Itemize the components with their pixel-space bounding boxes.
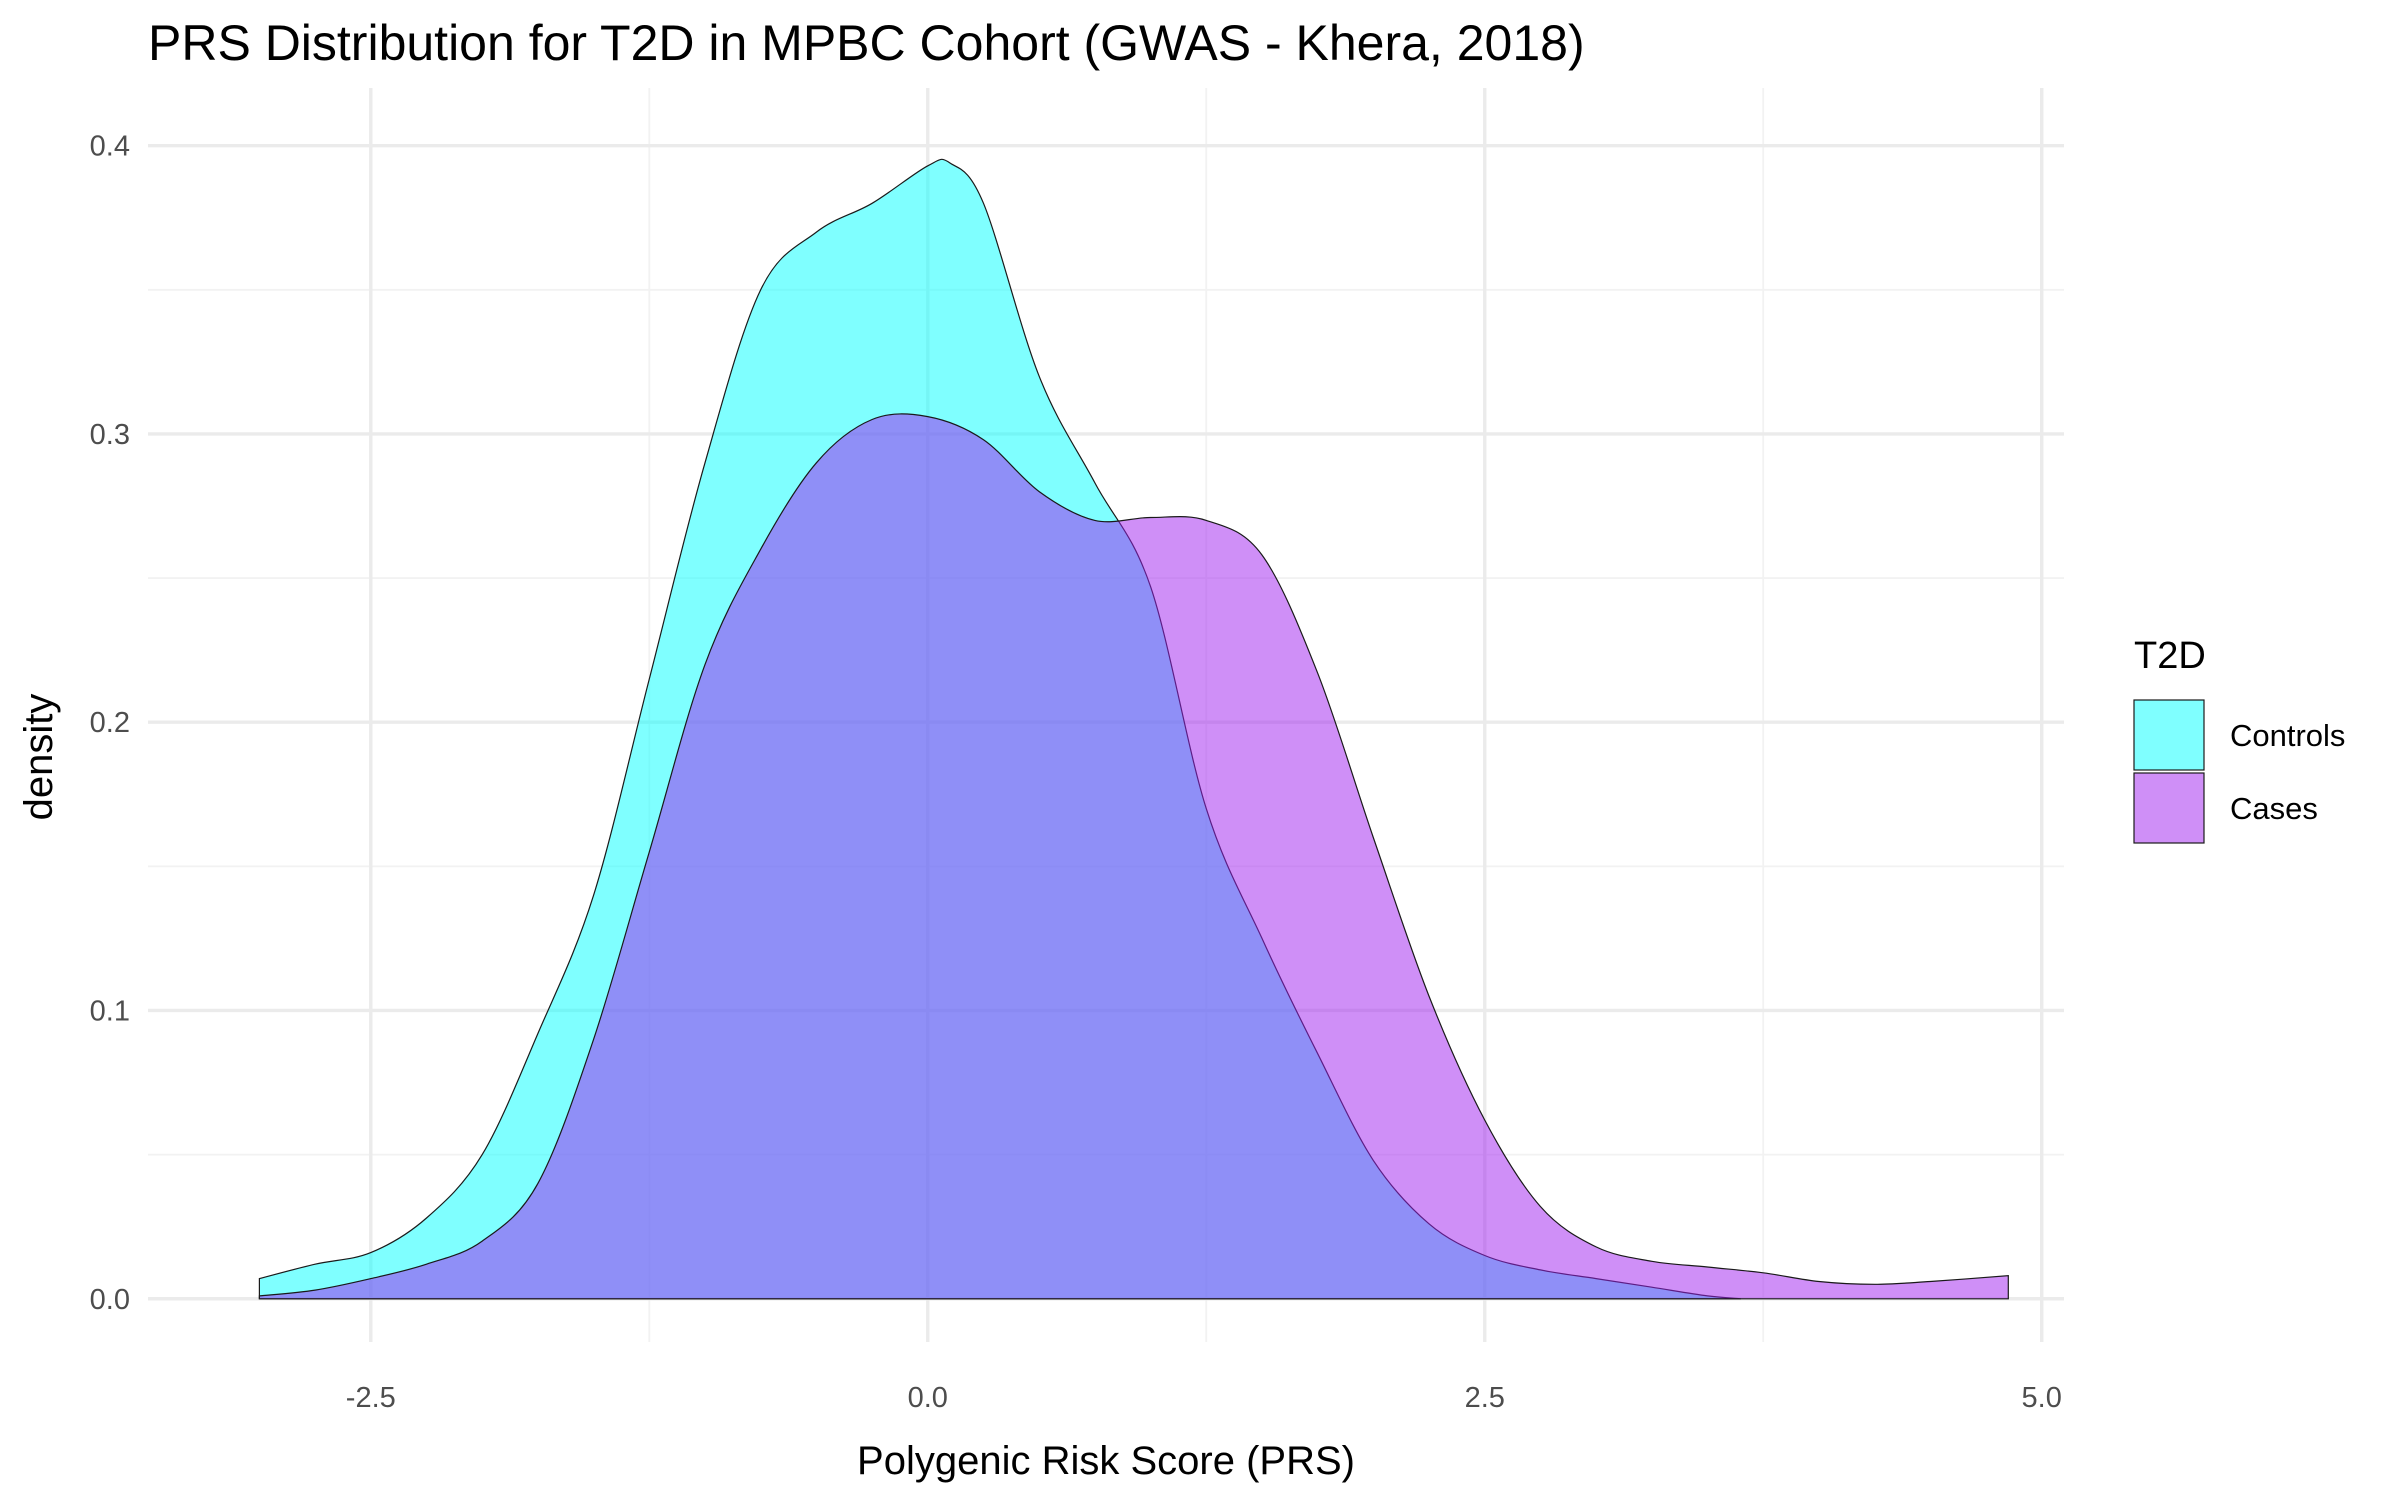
legend-label-cases: Cases [2230,791,2318,826]
x-tick-label: 0.0 [908,1382,948,1414]
y-axis-ticks: 0.0 0.1 0.2 0.3 0.4 [90,131,130,1316]
y-tick-label: 0.0 [90,1284,130,1316]
density-area-cases [258,413,2009,1300]
x-axis-title: Polygenic Risk Score (PRS) [857,1439,1355,1483]
y-axis-title: density [17,694,61,821]
chart-title: PRS Distribution for T2D in MPBC Cohort … [148,15,1585,71]
legend-swatch-controls [2133,699,2205,771]
x-tick-label: 5.0 [2022,1382,2062,1414]
x-axis-ticks: -2.5 0.0 2.5 5.0 [346,1382,2062,1414]
legend-label-controls: Controls [2230,718,2345,753]
density-areas [258,158,2009,1300]
legend-items: Controls Cases [2133,699,2345,844]
y-tick-label: 0.2 [90,707,130,739]
legend-title: T2D [2134,635,2206,677]
x-tick-label: 2.5 [1465,1382,1505,1414]
legend-swatch-cases [2133,772,2205,844]
y-tick-label: 0.4 [90,131,130,163]
y-tick-label: 0.1 [90,995,130,1027]
x-tick-label: -2.5 [346,1382,396,1414]
legend: T2D Controls Cases [2133,635,2345,844]
y-tick-label: 0.3 [90,419,130,451]
